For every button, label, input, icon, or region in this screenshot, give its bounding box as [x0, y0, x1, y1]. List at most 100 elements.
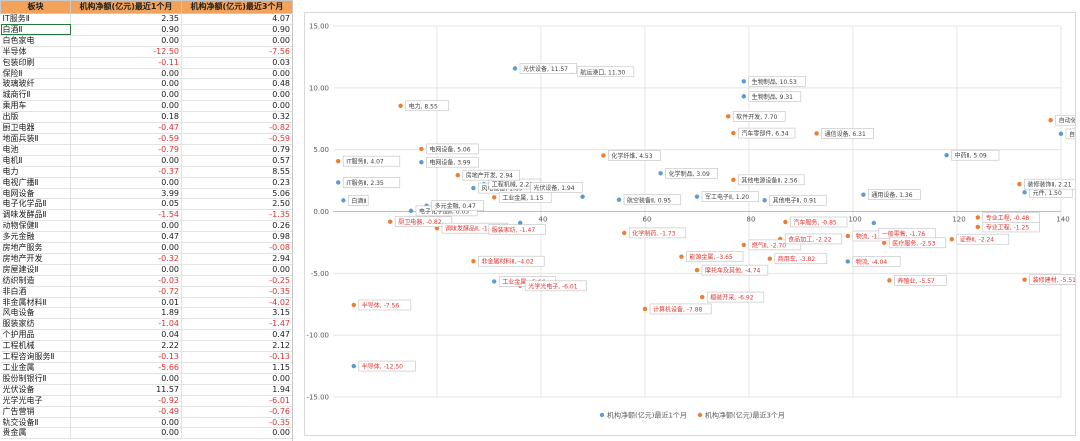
data-point[interactable]: [351, 302, 356, 308]
data-point[interactable]: [1058, 131, 1064, 137]
net-1-month-cell[interactable]: -0.59: [70, 133, 182, 145]
net-1-month-cell[interactable]: 0.00: [70, 264, 182, 276]
table-row[interactable]: 股份制银行Ⅱ 0.00 0.00: [0, 373, 292, 385]
data-point[interactable]: [949, 237, 954, 242]
sector-cell[interactable]: 房地产开发: [0, 253, 71, 265]
net-1-month-cell[interactable]: 0.18: [70, 111, 182, 124]
data-point[interactable]: [336, 180, 341, 185]
net-3-month-cell[interactable]: 0.26: [181, 220, 292, 233]
net-3-month-cell[interactable]: 0.00: [181, 100, 292, 113]
net-1-month-cell[interactable]: 0.04: [70, 329, 182, 342]
data-point[interactable]: [944, 153, 949, 158]
net-1-month-cell[interactable]: -0.32: [70, 253, 182, 265]
net-3-month-cell[interactable]: -1.47: [181, 318, 292, 331]
table-row[interactable]: 贵金属 0.00 0.00: [0, 427, 292, 440]
net-3-month-cell[interactable]: 0.79: [181, 144, 292, 156]
table-row[interactable]: 轨交设备Ⅱ 0.00 -0.35: [0, 417, 292, 429]
table-row[interactable]: 纺织制造 -0.03 -0.25: [0, 275, 292, 287]
sector-cell[interactable]: 工程咨询服务Ⅱ: [0, 351, 71, 363]
net-3-month-cell[interactable]: -0.13: [181, 351, 292, 363]
net-1-month-cell[interactable]: 0.00: [70, 89, 182, 102]
data-point[interactable]: [351, 363, 356, 369]
table-row[interactable]: 个护用品 0.04 0.47: [0, 329, 292, 342]
table-row[interactable]: 电网设备 3.99 5.06: [0, 188, 292, 200]
table-row[interactable]: 白色家电 0.00 0.00: [0, 35, 292, 47]
data-point[interactable]: [762, 198, 767, 203]
table-row[interactable]: 电力 -0.37 8.55: [0, 166, 292, 178]
data-point[interactable]: [882, 240, 887, 245]
column-header-3-month[interactable]: 机构净额(亿元)最近3个月: [181, 0, 292, 14]
net-1-month-cell[interactable]: 0.00: [70, 417, 182, 429]
net-3-month-cell[interactable]: -0.35: [181, 417, 292, 429]
net-3-month-cell[interactable]: 4.07: [181, 13, 292, 25]
data-point[interactable]: [622, 230, 627, 236]
data-point[interactable]: [512, 66, 518, 71]
data-point[interactable]: [845, 233, 850, 239]
sector-cell[interactable]: 非白酒: [0, 286, 71, 298]
net-1-month-cell[interactable]: 3.99: [70, 188, 182, 200]
net-3-month-cell[interactable]: 0.00: [181, 68, 292, 80]
net-1-month-cell[interactable]: 2.22: [70, 340, 182, 353]
net-3-month-cell[interactable]: -6.01: [181, 395, 292, 407]
data-point[interactable]: [341, 198, 346, 203]
net-1-month-cell[interactable]: 11.57: [70, 384, 182, 396]
sector-cell[interactable]: 光学光电子: [0, 395, 71, 407]
net-3-month-cell[interactable]: 0.23: [181, 177, 292, 189]
net-3-month-cell[interactable]: 0.03: [181, 57, 292, 69]
net-3-month-cell[interactable]: -0.25: [181, 275, 292, 287]
net-1-month-cell[interactable]: -0.37: [70, 166, 182, 178]
net-1-month-cell[interactable]: -5.66: [70, 362, 182, 374]
net-3-month-cell[interactable]: -0.35: [181, 286, 292, 298]
sector-cell[interactable]: 工业金属: [0, 362, 71, 374]
table-row[interactable]: 房地产服务 0.00 -0.08: [0, 242, 292, 254]
sector-cell[interactable]: 玻璃玻纤: [0, 78, 71, 91]
column-header-sector[interactable]: 板块: [0, 0, 71, 14]
data-point[interactable]: [741, 242, 746, 248]
table-row[interactable]: IT服务Ⅱ 2.35 4.07: [0, 13, 292, 25]
sector-cell[interactable]: 轨交设备Ⅱ: [0, 417, 71, 429]
scatter-chart[interactable]: 2040608010012014015.0010.005.000.00-5.00…: [304, 12, 1076, 436]
sector-cell[interactable]: 动物保健Ⅱ: [0, 220, 71, 233]
data-point[interactable]: [388, 219, 393, 224]
table-row[interactable]: 非白酒 -0.72 -0.35: [0, 286, 292, 298]
data-point[interactable]: [336, 158, 341, 164]
table-row[interactable]: 白酒Ⅱ 0.90 0.90: [0, 24, 292, 36]
data-point[interactable]: [398, 103, 403, 108]
sector-cell[interactable]: 电机Ⅱ: [0, 155, 71, 167]
data-point[interactable]: [975, 215, 980, 220]
data-point[interactable]: [741, 94, 746, 99]
sector-cell[interactable]: 白色家电: [0, 35, 71, 47]
net-3-month-cell[interactable]: -0.08: [181, 242, 292, 254]
data-point[interactable]: [1022, 277, 1027, 282]
data-point[interactable]: [518, 220, 523, 226]
sector-cell[interactable]: 乘用车: [0, 100, 71, 113]
data-point[interactable]: [455, 172, 460, 178]
sector-cell[interactable]: 白酒Ⅱ: [0, 24, 71, 36]
net-1-month-cell[interactable]: -0.49: [70, 406, 182, 418]
net-1-month-cell[interactable]: 0.01: [70, 297, 182, 309]
net-3-month-cell[interactable]: -1.35: [181, 209, 292, 222]
table-row[interactable]: 出版 0.18 0.32: [0, 111, 292, 124]
data-point[interactable]: [767, 256, 772, 261]
table-row[interactable]: 保险Ⅱ 0.00 0.00: [0, 68, 292, 80]
data-point[interactable]: [658, 171, 663, 176]
data-point[interactable]: [814, 131, 819, 136]
table-row[interactable]: 包装印刷 -0.11 0.03: [0, 57, 292, 69]
net-1-month-cell[interactable]: -0.03: [70, 275, 182, 287]
data-point[interactable]: [471, 185, 476, 191]
net-3-month-cell[interactable]: 0.98: [181, 231, 292, 244]
net-3-month-cell[interactable]: -0.59: [181, 133, 292, 145]
sector-cell[interactable]: 股份制银行Ⅱ: [0, 373, 71, 385]
net-1-month-cell[interactable]: 0.00: [70, 78, 182, 91]
data-point[interactable]: [492, 279, 497, 284]
net-3-month-cell[interactable]: 0.00: [181, 264, 292, 276]
net-1-month-cell[interactable]: -0.11: [70, 57, 182, 69]
table-row[interactable]: 房地产开发 -0.32 2.94: [0, 253, 292, 265]
net-3-month-cell[interactable]: 1.15: [181, 362, 292, 374]
sector-cell[interactable]: 非金属材料Ⅱ: [0, 297, 71, 309]
net-1-month-cell[interactable]: -0.92: [70, 395, 182, 407]
sector-cell[interactable]: 厨卫电器: [0, 122, 71, 134]
column-header-1-month[interactable]: 机构净额(亿元)最近1个月: [70, 0, 182, 14]
net-1-month-cell[interactable]: 0.47: [70, 231, 182, 244]
data-point[interactable]: [492, 195, 497, 200]
